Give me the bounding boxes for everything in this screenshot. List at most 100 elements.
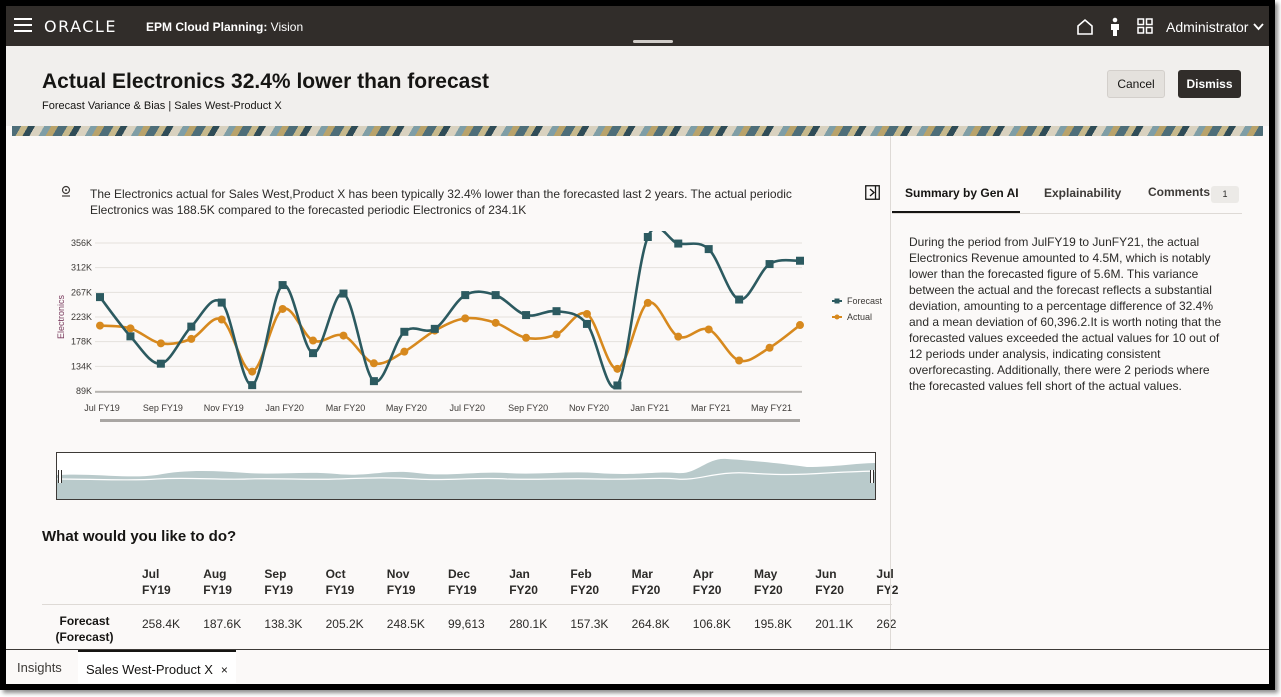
data-point-actual[interactable] [96, 321, 104, 330]
grid-icon[interactable] [1137, 18, 1153, 34]
overview-left-handle[interactable] [58, 470, 62, 483]
tab-summary[interactable]: Summary by Gen AI [905, 186, 1019, 200]
x-tick-label: Sep FY19 [143, 403, 183, 413]
product-name: EPM Cloud Planning: [146, 20, 268, 34]
data-point-actual[interactable] [735, 356, 744, 365]
data-point-forecast[interactable] [156, 359, 165, 368]
data-point-forecast[interactable] [278, 281, 287, 290]
series-line-forecast [98, 231, 801, 389]
row-label: Forecast (Forecast) [55, 614, 114, 644]
data-point-forecast[interactable] [796, 256, 804, 265]
data-point-actual[interactable] [522, 333, 531, 342]
chart-scrollbar[interactable] [100, 419, 800, 422]
close-icon[interactable]: × [220, 663, 228, 677]
column-header: Sep FY19 [264, 566, 293, 598]
data-point-actual[interactable] [461, 314, 470, 323]
data-point-actual[interactable] [582, 309, 591, 318]
column-year: FY19 [264, 583, 294, 597]
data-point-forecast[interactable] [582, 319, 591, 328]
data-point-forecast[interactable] [491, 291, 500, 300]
data-point-forecast[interactable] [339, 289, 348, 298]
data-point-actual[interactable] [704, 325, 713, 334]
column-month: Nov [386, 567, 410, 581]
page-header: Actual Electronics 32.4% lower than fore… [6, 46, 1269, 126]
data-point-actual[interactable] [400, 347, 409, 356]
data-point-forecast[interactable] [369, 377, 378, 386]
data-point-actual[interactable] [248, 367, 257, 376]
chart-overview-scrollbar[interactable] [56, 452, 876, 500]
data-point-actual[interactable] [126, 324, 135, 333]
tab-sales-west-product-x[interactable]: Sales West-Product X × [78, 650, 236, 683]
column-year: FY19 [203, 583, 232, 597]
data-point-actual[interactable] [796, 321, 804, 330]
data-point-actual[interactable] [278, 304, 287, 313]
data-point-actual[interactable] [613, 364, 622, 373]
y-axis-label: Electronics [56, 294, 66, 339]
data-point-forecast[interactable] [643, 233, 652, 241]
x-tick-label: May FY20 [386, 403, 427, 413]
cancel-button[interactable]: Cancel [1107, 70, 1165, 98]
y-tick-label: 89K [76, 386, 92, 396]
column-month: Sep [264, 567, 287, 581]
data-point-actual[interactable] [339, 331, 348, 340]
drag-handle[interactable] [633, 40, 673, 43]
data-point-forecast[interactable] [735, 295, 744, 304]
person-icon[interactable] [1108, 17, 1122, 37]
data-point-forecast[interactable] [126, 332, 135, 341]
data-point-forecast[interactable] [704, 245, 713, 254]
user-menu[interactable]: Administrator [1166, 19, 1265, 35]
data-point-forecast[interactable] [217, 298, 226, 307]
data-point-actual[interactable] [552, 330, 561, 339]
legend-swatch-marker [834, 298, 840, 304]
column-year: FY20 [815, 583, 844, 597]
overview-right-handle[interactable] [870, 470, 874, 483]
data-point-actual[interactable] [765, 343, 774, 352]
column-header: Feb FY20 [570, 566, 599, 598]
tab-comments[interactable]: Comments [1148, 185, 1211, 199]
column-header: Aug FY19 [203, 566, 232, 598]
data-point-forecast[interactable] [765, 260, 774, 269]
column-month: Oct [325, 567, 346, 581]
comments-count-badge: 1 [1211, 186, 1239, 203]
table-cell: 106.8K [692, 617, 731, 631]
tab-explainability[interactable]: Explainability [1044, 186, 1122, 200]
y-tick-label: 178K [71, 337, 92, 347]
y-tick-label: 267K [71, 287, 92, 297]
data-point-actual[interactable] [369, 359, 378, 368]
table-cell: 187.6K [203, 617, 242, 631]
data-point-forecast[interactable] [309, 349, 318, 358]
data-point-actual[interactable] [187, 334, 196, 343]
home-icon[interactable] [1076, 18, 1094, 36]
data-point-actual[interactable] [643, 298, 652, 307]
insight-text: The Electronics actual for Sales West,Pr… [90, 187, 792, 217]
data-point-forecast[interactable] [430, 324, 439, 333]
panel-toggle-icon[interactable] [865, 185, 880, 200]
table-divider [42, 604, 892, 605]
column-header: Dec FY19 [448, 566, 477, 598]
dismiss-button[interactable]: Dismiss [1178, 70, 1241, 98]
column-month: Jan [509, 567, 530, 581]
data-point-actual[interactable] [674, 332, 683, 341]
data-point-actual[interactable] [491, 318, 500, 327]
y-tick-label: 312K [71, 263, 92, 273]
user-name: Administrator [1166, 19, 1249, 35]
data-point-forecast[interactable] [248, 381, 257, 390]
column-header: Jun FY20 [815, 566, 844, 598]
data-point-forecast[interactable] [400, 327, 409, 336]
data-point-forecast[interactable] [461, 291, 470, 300]
tab-insights[interactable]: Insights [17, 660, 62, 675]
data-point-forecast[interactable] [187, 322, 196, 331]
data-point-forecast[interactable] [613, 381, 622, 390]
data-point-forecast[interactable] [552, 307, 561, 316]
data-point-actual[interactable] [156, 339, 165, 348]
data-point-forecast[interactable] [674, 239, 683, 248]
hamburger-icon[interactable] [14, 18, 32, 32]
table-cell: 248.5K [386, 617, 425, 631]
column-header: Jan FY20 [509, 566, 538, 598]
column-header: Jul FY2 [876, 566, 898, 598]
data-point-actual[interactable] [217, 315, 226, 324]
data-point-actual[interactable] [309, 336, 318, 345]
page-subtitle: Forecast Variance & Bias | Sales West-Pr… [42, 100, 282, 112]
data-point-forecast[interactable] [96, 293, 104, 302]
data-point-forecast[interactable] [522, 311, 531, 320]
